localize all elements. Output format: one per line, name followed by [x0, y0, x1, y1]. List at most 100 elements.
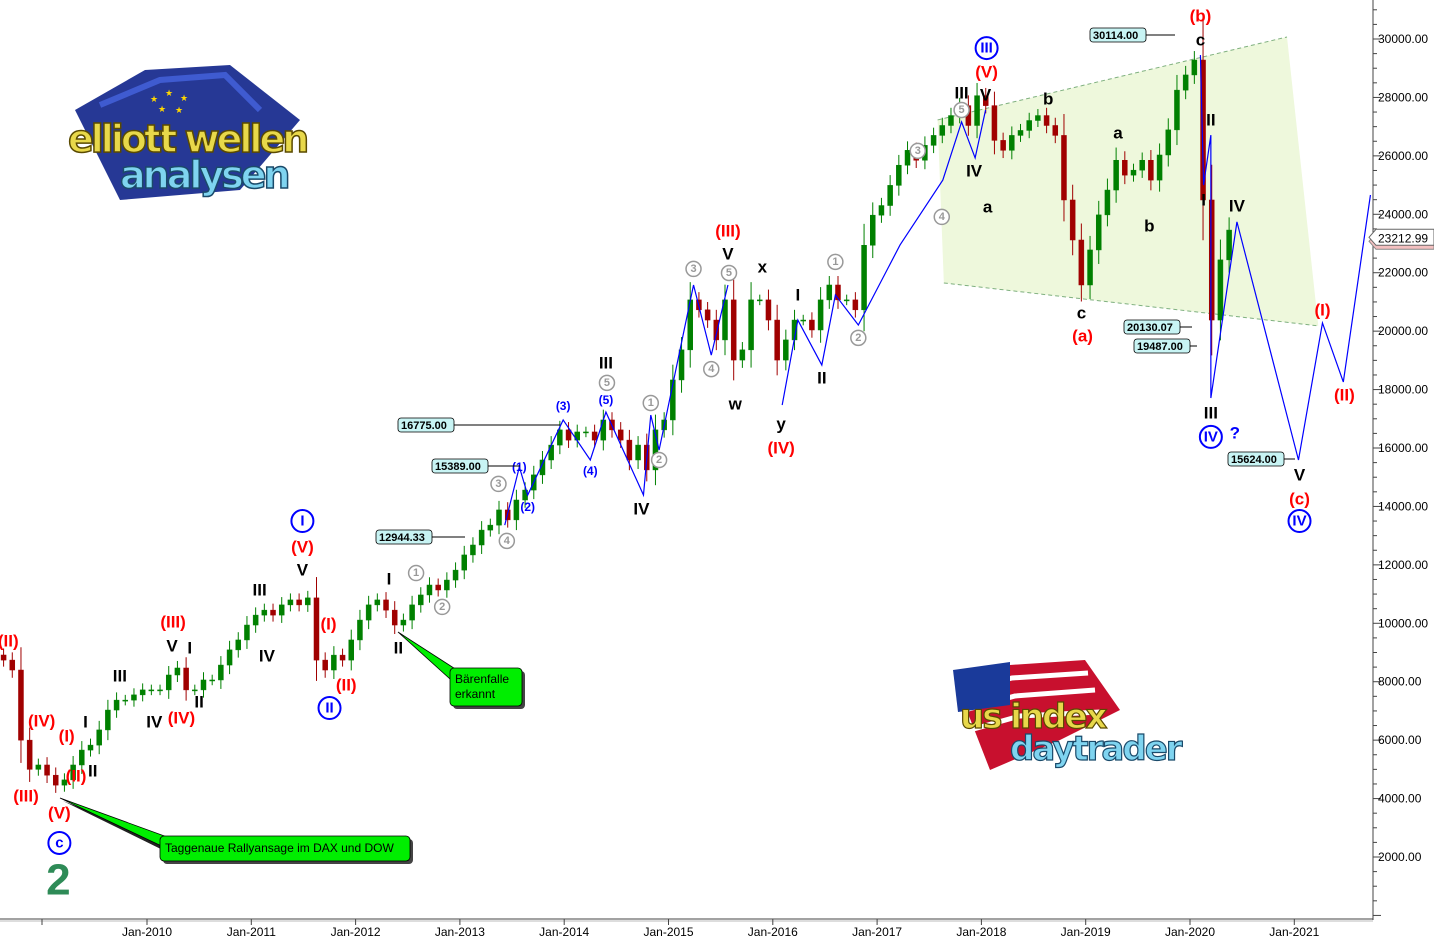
candle-body: [270, 609, 276, 616]
candle: [235, 632, 242, 658]
candle-body: [757, 299, 763, 302]
candle-body: [826, 284, 833, 301]
wave-label-text: (II): [1334, 386, 1355, 405]
candle-body: [157, 689, 163, 692]
candle-body: [452, 569, 459, 581]
wave-label: II: [88, 762, 97, 781]
candle-body: [96, 729, 102, 746]
candle-body: [209, 679, 215, 682]
candle-body: [35, 764, 42, 770]
wave-label-text: (III): [715, 221, 741, 240]
candle-body: [131, 694, 137, 701]
wave-label: V: [1294, 465, 1306, 484]
price-tag-box: [375, 529, 433, 545]
candle: [61, 773, 68, 792]
wave-label: III: [253, 580, 267, 599]
wave-label-circle: [1198, 424, 1223, 449]
candle-body: [418, 594, 424, 606]
candle: [391, 601, 398, 635]
candle: [1043, 107, 1050, 134]
candle-body: [357, 619, 363, 641]
candle: [139, 683, 146, 702]
candle: [826, 276, 833, 309]
candle-body: [313, 597, 320, 661]
wave-label: III: [599, 353, 613, 372]
candle-body: [122, 699, 129, 702]
candle-body: [444, 579, 450, 591]
wave-label: (V): [291, 538, 314, 557]
wave-label-text: (V): [975, 63, 998, 82]
wave-label: IV: [1229, 197, 1246, 216]
price-tag-box: [431, 458, 489, 474]
wave-label-text: IV: [1204, 428, 1218, 445]
candle: [305, 590, 311, 612]
candle: [748, 282, 754, 368]
wave-label-text: I: [187, 639, 192, 658]
x-tick-label: Jan-2021: [1269, 925, 1319, 939]
candle: [487, 518, 494, 537]
candle: [157, 684, 163, 696]
candle-body: [939, 125, 946, 136]
wave-label: II: [394, 639, 403, 658]
candle: [478, 521, 485, 554]
price-tag: 16775.00: [397, 417, 560, 433]
candle: [1095, 200, 1102, 264]
candle: [1139, 152, 1145, 178]
candle: [1069, 184, 1076, 256]
y-tick-label: 26000.00: [1378, 149, 1428, 163]
wave-path: [1199, 55, 1372, 461]
candle-body: [887, 185, 893, 206]
wave-label: 1: [407, 564, 425, 582]
wave-label: (IV): [168, 708, 195, 727]
wave-label: 4: [498, 532, 516, 550]
candle-body: [1174, 89, 1180, 131]
candle-body: [626, 439, 633, 461]
wave-label-circle: [642, 394, 660, 412]
price-tag: 12944.33: [375, 529, 465, 545]
price-tag: 30114.00: [1089, 27, 1175, 43]
candle: [817, 287, 824, 343]
y-tick-label: 16000.00: [1378, 441, 1428, 455]
candle: [1191, 51, 1198, 84]
candle-body: [774, 319, 780, 361]
wave-label-text: (II): [0, 632, 19, 651]
wave-label: II: [817, 368, 826, 387]
wave-label-text: (I): [59, 727, 75, 746]
candle-body: [583, 431, 589, 434]
candle-body: [435, 584, 441, 591]
candle: [652, 414, 659, 486]
wave-label-text: I: [83, 713, 88, 732]
y-tick-label: 8000.00: [1378, 675, 1422, 689]
wave-label: (V): [975, 63, 998, 82]
wave-label: c: [1196, 30, 1205, 49]
price-tag-box: [397, 417, 455, 433]
wave-label: x: [758, 257, 768, 276]
wave-label-text: I: [387, 569, 392, 588]
candle: [1009, 126, 1015, 160]
candle-body: [713, 319, 720, 341]
wave-label-circle: [685, 260, 702, 278]
candle-body: [991, 105, 998, 141]
candle-body: [730, 299, 737, 361]
wave-label: (IV): [28, 711, 55, 730]
candle: [200, 672, 207, 698]
y-tick-label: 18000.00: [1378, 383, 1428, 397]
wave-label-circle: [407, 564, 425, 582]
wave-label-text: (III): [160, 613, 186, 632]
candle: [1217, 239, 1224, 341]
wave-label-text: (IV): [28, 711, 55, 730]
wave-label: (IV): [767, 439, 794, 458]
wave-label-text: III: [599, 353, 613, 372]
candle: [835, 276, 841, 309]
wave-label-text: 5: [726, 267, 732, 279]
wave-label: (II): [0, 632, 19, 651]
wave-label-circle: [909, 142, 927, 160]
candle-body: [1000, 140, 1006, 151]
candle-body: [200, 679, 207, 691]
wave-label: ?: [1230, 424, 1240, 443]
y-tick-label: 24000.00: [1378, 207, 1428, 221]
candle: [1104, 178, 1111, 227]
price-tag-box: [1123, 319, 1181, 335]
wave-label: (I): [320, 614, 336, 633]
candle-body: [852, 299, 859, 311]
